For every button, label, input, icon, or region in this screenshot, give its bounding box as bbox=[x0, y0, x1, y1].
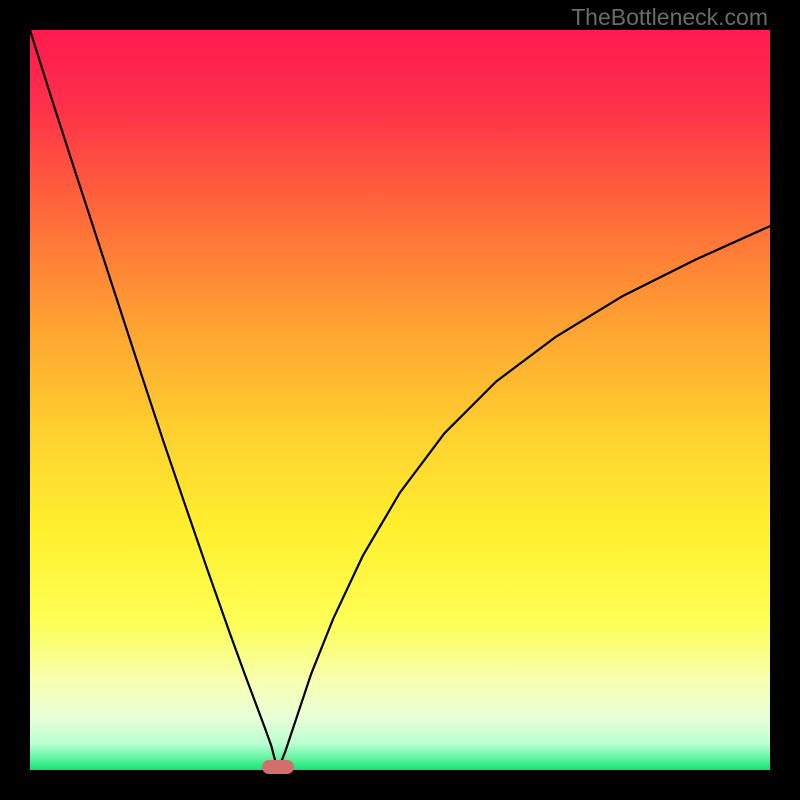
plot-area bbox=[30, 30, 770, 770]
bottleneck-curve bbox=[30, 30, 770, 770]
minimum-marker bbox=[262, 760, 294, 774]
curve-layer bbox=[30, 30, 770, 770]
watermark-text: TheBottleneck.com bbox=[571, 4, 768, 31]
